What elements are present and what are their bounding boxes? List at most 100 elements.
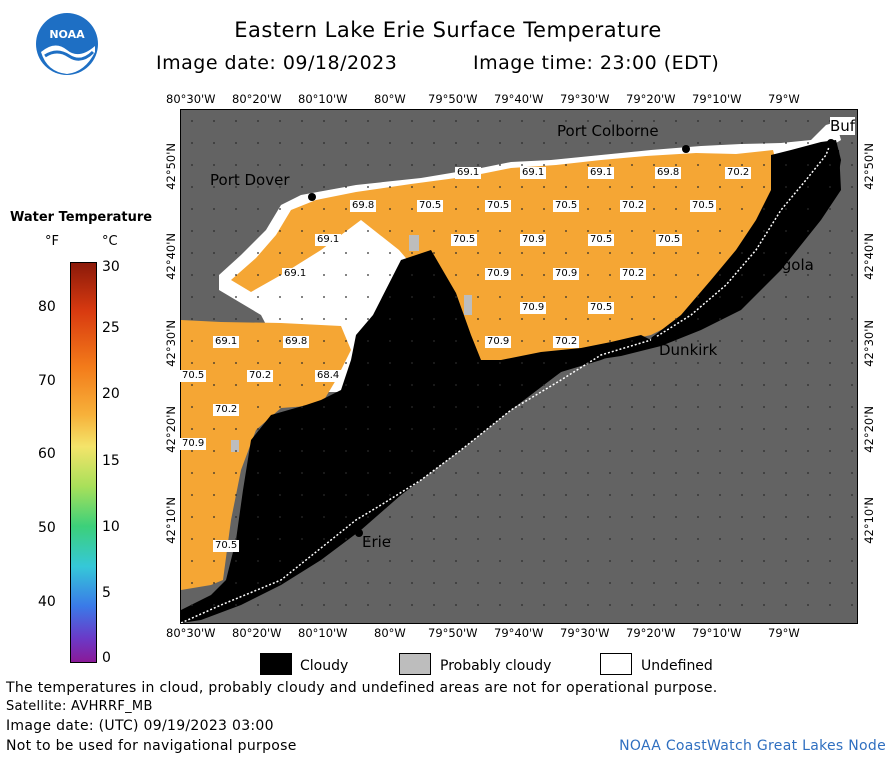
temp-label: 69.1 — [520, 167, 547, 179]
lon-tick-bottom: 79°20'W — [626, 626, 676, 640]
temp-label: 69.1 — [455, 167, 482, 179]
city-label-buffalo: Buf — [830, 117, 856, 135]
map-panel — [180, 109, 858, 624]
temp-label: 70.2 — [213, 404, 240, 416]
key-swatch-cloudy — [260, 653, 292, 675]
lon-tick-bottom: 80°W — [374, 626, 406, 640]
temp-label: 70.2 — [725, 167, 752, 179]
lon-tick-bottom: 80°20'W — [232, 626, 282, 640]
city-marker-erie — [355, 529, 363, 537]
key-label-undefined: Undefined — [641, 658, 713, 674]
city-label-dunkirk: Dunkirk — [659, 341, 718, 359]
unit-celsius: °C — [102, 234, 118, 249]
legend-title: Water Temperature — [10, 210, 153, 225]
temp-label: 69.8 — [283, 336, 310, 348]
temp-label: 69.1 — [282, 268, 309, 280]
temp-label: 70.2 — [553, 336, 580, 348]
lat-tick-right: 42°50'N — [862, 143, 876, 190]
f-tick: 60 — [38, 446, 56, 462]
city-marker-port-dover — [308, 193, 316, 201]
logo-text: NOAA — [49, 28, 85, 41]
disclaimer-text: The temperatures in cloud, probably clou… — [6, 680, 718, 696]
lat-tick-left: 42°30'N — [164, 320, 178, 367]
page-title: Eastern Lake Erie Surface Temperature — [234, 18, 662, 42]
lat-tick-right: 42°20'N — [862, 406, 876, 453]
temp-label: 69.8 — [350, 200, 377, 212]
c-tick: 25 — [102, 320, 120, 336]
lon-tick-top: 79°50'W — [428, 92, 478, 106]
satellite-text: Satellite: AVHRRF_MB — [6, 699, 153, 714]
lat-tick-left: 42°40'N — [164, 233, 178, 280]
temp-label: 69.1 — [213, 336, 240, 348]
key-label-probably-cloudy: Probably cloudy — [440, 658, 552, 674]
temp-label: 70.5 — [451, 234, 478, 246]
c-tick: 10 — [102, 519, 120, 535]
image-time: Image time: 23:00 (EDT) — [473, 52, 720, 74]
lat-tick-left: 42°50'N — [164, 143, 178, 190]
temp-label: 70.5 — [656, 234, 683, 246]
temp-label: 70.5 — [180, 370, 207, 382]
city-marker-dunkirk — [651, 336, 659, 344]
c-tick: 15 — [102, 453, 120, 469]
c-tick: 30 — [102, 259, 120, 275]
lon-tick-bottom: 79°10'W — [692, 626, 742, 640]
lon-tick-bottom: 79°50'W — [428, 626, 478, 640]
temp-label: 70.5 — [553, 200, 580, 212]
lon-tick-bottom: 79°30'W — [560, 626, 610, 640]
lat-tick-left: 42°10'N — [164, 497, 178, 544]
lat-tick-right: 42°10'N — [862, 497, 876, 544]
lon-tick-top: 79°40'W — [494, 92, 544, 106]
f-tick: 40 — [38, 594, 56, 610]
key-swatch-probably-cloudy — [399, 653, 431, 675]
city-label-port-dover: Port Dover — [210, 171, 290, 189]
color-scale-bar — [70, 262, 97, 663]
lon-tick-top: 80°30'W — [166, 92, 216, 106]
temp-label: 70.5 — [417, 200, 444, 212]
f-tick: 50 — [38, 520, 56, 536]
c-tick: 0 — [102, 650, 111, 666]
lat-tick-right: 42°30'N — [862, 320, 876, 367]
utc-date-text: Image date: (UTC) 09/19/2023 03:00 — [6, 718, 274, 734]
lon-tick-top: 79°10'W — [692, 92, 742, 106]
temp-label: 70.2 — [620, 200, 647, 212]
temp-label: 70.5 — [690, 200, 717, 212]
f-tick: 70 — [38, 373, 56, 389]
city-label-angola: Angola — [762, 256, 814, 274]
temp-label: 70.9 — [485, 268, 512, 280]
city-marker-buffalo — [827, 139, 835, 147]
map-canvas — [181, 110, 857, 623]
c-tick: 5 — [102, 585, 111, 601]
city-marker-port-colborne — [682, 145, 690, 153]
temp-label: 70.9 — [520, 234, 547, 246]
lon-tick-top: 79°20'W — [626, 92, 676, 106]
temp-label: 70.9 — [485, 336, 512, 348]
temp-label: 70.9 — [520, 302, 547, 314]
navigation-warning: Not to be used for navigational purpose — [6, 738, 297, 754]
temp-label: 70.5 — [485, 200, 512, 212]
graticule-dots — [181, 110, 857, 623]
key-label-cloudy: Cloudy — [300, 658, 349, 674]
c-tick: 20 — [102, 386, 120, 402]
lon-tick-bottom: 80°30'W — [166, 626, 216, 640]
lon-tick-bottom: 79°W — [768, 626, 800, 640]
temp-label: 69.8 — [655, 167, 682, 179]
lat-tick-right: 42°40'N — [862, 233, 876, 280]
lon-tick-top: 80°10'W — [298, 92, 348, 106]
temp-label: 69.1 — [315, 234, 342, 246]
noaa-logo: NOAA — [35, 12, 99, 76]
lon-tick-top: 79°W — [768, 92, 800, 106]
lat-tick-left: 42°20'N — [164, 406, 178, 453]
unit-fahrenheit: °F — [45, 234, 59, 249]
temp-label: 70.5 — [588, 302, 615, 314]
temp-label: 70.5 — [588, 234, 615, 246]
lon-tick-bottom: 79°40'W — [494, 626, 544, 640]
lon-tick-bottom: 80°10'W — [298, 626, 348, 640]
lon-tick-top: 80°W — [374, 92, 406, 106]
f-tick: 80 — [38, 299, 56, 315]
temp-label: 69.1 — [588, 167, 615, 179]
credit-text: NOAA CoastWatch Great Lakes Node — [619, 738, 886, 754]
city-label-erie: Erie — [362, 533, 392, 551]
temp-label: 70.5 — [213, 540, 240, 552]
image-date: Image date: 09/18/2023 — [156, 52, 398, 74]
city-marker-angola — [756, 252, 764, 260]
